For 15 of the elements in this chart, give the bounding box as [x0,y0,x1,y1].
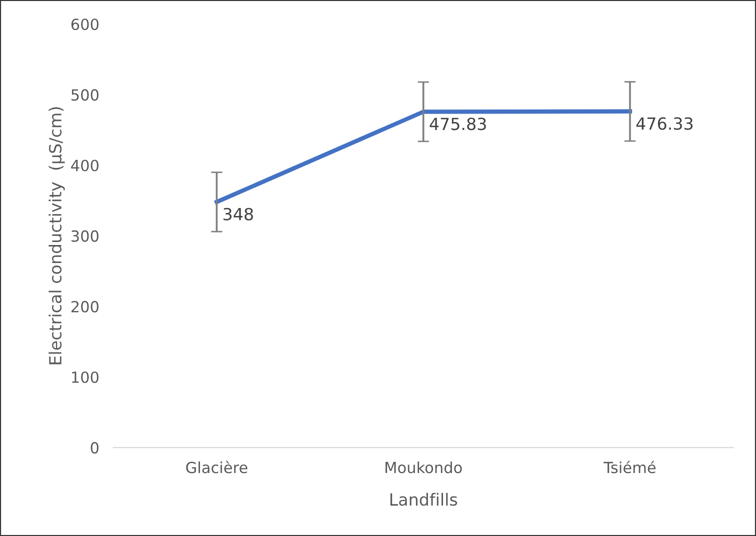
x-tick-label: Moukondo [386,461,462,474]
y-tick-label: 500 [72,89,98,101]
data-label: 476.33 [636,117,693,130]
y-tick-label: 600 [71,18,98,30]
x-tick-label: Glacière [186,460,248,474]
y-tick-label: 400 [71,160,98,172]
y-tick-label: 300 [72,230,98,242]
y-tick-label: 0 [90,442,98,454]
data-label: 475.83 [430,118,486,130]
y-axis-title: Electrical conductivity (µS/cm) [48,107,65,364]
y-tick-label: 100 [72,371,98,384]
data-label: 348 [224,208,253,220]
x-axis-title: Landfills [390,492,458,506]
y-tick-label: 200 [71,300,98,312]
x-tick-label: Tsiémé [604,460,656,474]
